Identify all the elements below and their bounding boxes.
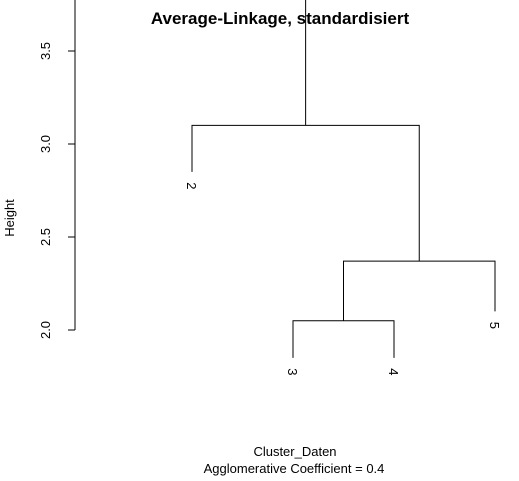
y-axis: 2.02.53.03.54.04.5 [38,0,76,339]
merge-link [292,320,395,358]
dendrogram-tree [191,0,496,358]
leaf-label: 4 [386,368,401,375]
y-axis-label: Height [2,199,17,237]
chart-title: Average-Linkage, standardisiert [151,9,410,28]
merge-link [191,124,420,262]
leaf-label: 2 [184,182,199,189]
merge-link [343,260,496,321]
x-axis-label: Cluster_Daten [253,444,336,459]
y-tick-label: 2.0 [38,321,53,339]
leaf-labels: 12345 [184,182,502,375]
leaf-label: 5 [487,322,502,329]
agglomerative-coefficient: Agglomerative Coefficient = 0.4 [204,461,385,476]
y-tick-label: 3.5 [38,42,53,60]
y-tick-label: 3.0 [38,135,53,153]
y-tick-label: 2.5 [38,228,53,246]
leaf-label: 3 [285,368,300,375]
